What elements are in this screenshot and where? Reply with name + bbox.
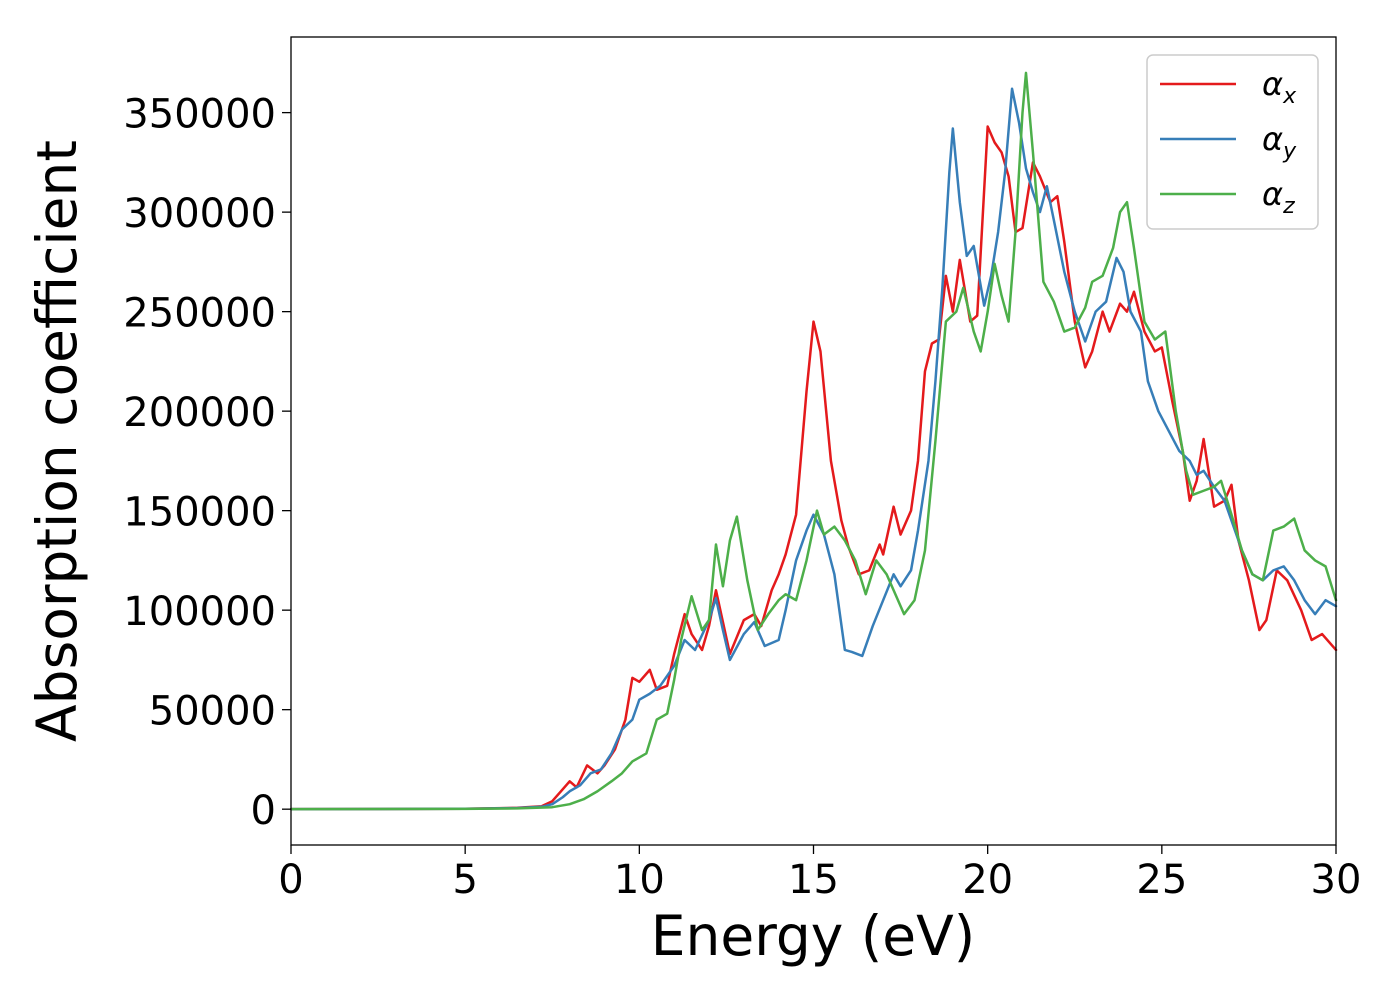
x-axis: 0 5 10 15 20 25 30	[278, 845, 1361, 903]
x-tick-label: 30	[1311, 857, 1362, 903]
series-line-y	[289, 87, 1338, 811]
x-tick-label: 15	[788, 857, 839, 903]
series-line-x	[289, 125, 1338, 811]
y-tick-label: 0	[251, 788, 276, 834]
y-tick-label: 50000	[149, 689, 276, 735]
x-tick-label: 25	[1136, 857, 1187, 903]
y-tick-label: 350000	[123, 92, 276, 138]
legend-label-x: αx	[1262, 65, 1297, 109]
x-tick-label: 5	[452, 857, 477, 903]
x-axis-label: Energy (eV)	[651, 904, 975, 968]
series-line-z	[289, 71, 1338, 811]
legend-box	[1146, 54, 1319, 230]
legend: αx αy αz	[1146, 54, 1319, 230]
y-tick-label: 100000	[123, 589, 276, 635]
x-tick-label: 0	[278, 857, 303, 903]
y-axis-label: Absorption coefficient	[25, 140, 89, 742]
y-tick-label: 250000	[123, 291, 276, 337]
y-tick-label: 150000	[123, 490, 276, 536]
x-tick-label: 20	[962, 857, 1013, 903]
legend-label-z: αz	[1262, 175, 1295, 219]
y-tick-label: 300000	[123, 191, 276, 237]
y-axis: 0 50000 100000 150000 200000 250000 300000 3500…	[123, 92, 291, 834]
y-tick-label: 200000	[123, 390, 276, 436]
legend-label-y: αy	[1262, 120, 1297, 164]
series-layer	[289, 71, 1338, 811]
x-tick-label: 10	[614, 857, 665, 903]
